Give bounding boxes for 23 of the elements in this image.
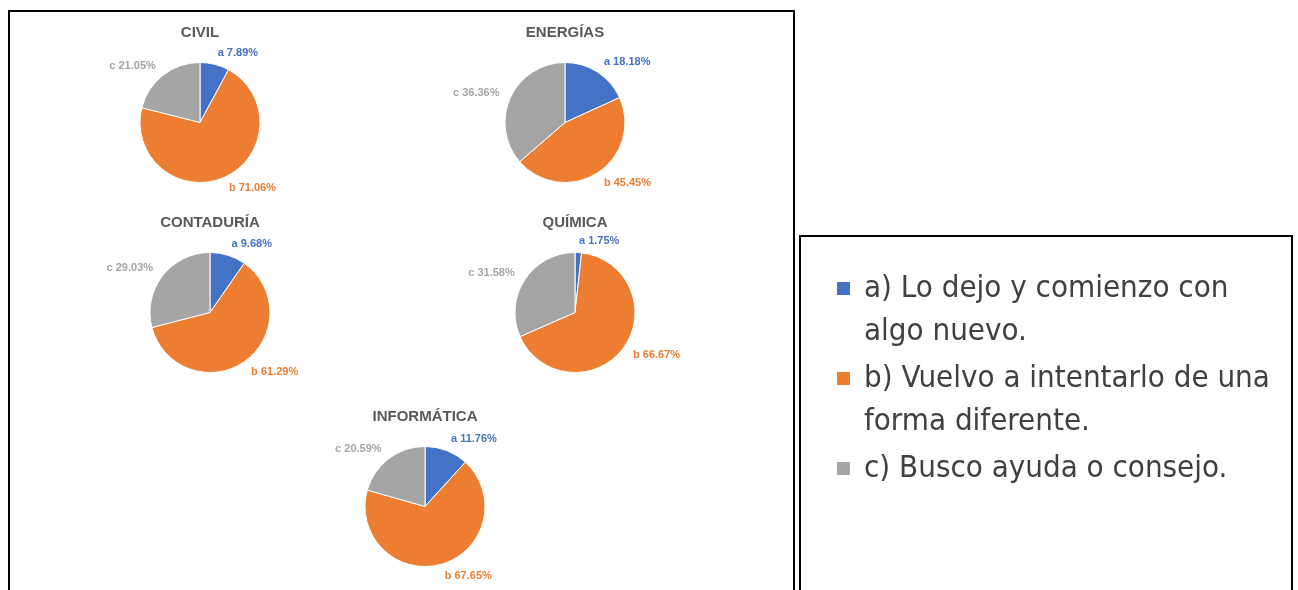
data-label: b 71.06%	[228, 181, 277, 194]
data-label: a 18.18%	[603, 54, 651, 67]
data-label: c 36.36%	[453, 85, 500, 98]
data-label: a 1.75%	[578, 233, 620, 246]
chart-title: CONTADURÍA	[160, 213, 261, 231]
data-label: c 21.05%	[109, 58, 156, 71]
data-label: a 7.89%	[217, 45, 259, 58]
data-label: a 11.76%	[451, 432, 498, 445]
legend-label: b) Vuelvo a intentarlo de una forma diferente.	[864, 357, 1271, 439]
chart-title: QUÍMICA	[542, 213, 608, 231]
data-label: b 61.29%	[251, 364, 299, 377]
chart-title: CIVIL	[180, 23, 220, 41]
data-label: c 29.03%	[106, 261, 154, 274]
legend-label: a) Lo dejo y comienzo con algo nuevo.	[864, 267, 1230, 349]
data-label: c 20.59%	[335, 442, 382, 455]
legend-label: c) Busco ayuda o consejo.	[864, 447, 1228, 486]
data-label: b 67.65%	[444, 568, 493, 581]
data-label: c 31.58%	[468, 266, 515, 279]
chart-title: ENERGÍAS	[525, 23, 605, 41]
data-label: b 66.67%	[633, 348, 681, 361]
data-label: b 45.45%	[603, 176, 652, 189]
data-label: a 9.68%	[231, 236, 273, 249]
chart-title: INFORMÁTICA	[372, 407, 478, 425]
